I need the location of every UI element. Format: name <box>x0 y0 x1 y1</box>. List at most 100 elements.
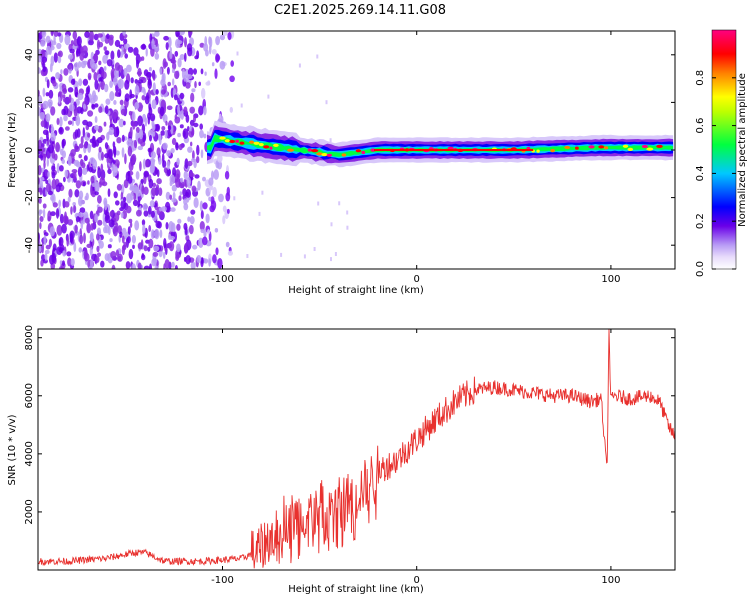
noise-cell <box>346 225 349 230</box>
noise-cell <box>125 261 130 269</box>
noise-cell <box>46 183 51 193</box>
noise-cell <box>150 210 155 218</box>
noise-cell <box>330 222 333 227</box>
signal-peak <box>627 147 634 151</box>
noise-cell <box>87 72 92 80</box>
noise-cell <box>82 167 88 175</box>
signal-peak <box>235 139 240 143</box>
noise-cell <box>52 202 58 208</box>
noise-cell <box>45 244 51 250</box>
noise-cell <box>171 68 176 74</box>
noise-cell <box>184 158 189 170</box>
noise-cell <box>90 232 94 241</box>
noise-cell <box>184 52 187 62</box>
noise-cell <box>38 165 42 176</box>
noise-cell <box>121 134 125 143</box>
noise-cell <box>148 103 152 111</box>
y-tick-label: 6000 <box>24 383 35 408</box>
noise-cell <box>151 99 157 110</box>
noise-cell <box>169 194 173 200</box>
noise-cell <box>51 165 56 172</box>
noise-cell <box>212 186 217 198</box>
noise-cell <box>90 184 93 196</box>
noise-cell <box>202 236 208 246</box>
noise-cell <box>210 200 217 211</box>
noise-cell <box>200 68 204 75</box>
noise-cell <box>155 220 161 229</box>
noise-cell <box>97 194 102 204</box>
noise-cell <box>146 92 149 101</box>
noise-cell <box>45 92 50 97</box>
noise-cell <box>338 201 341 206</box>
noise-cell <box>334 252 337 256</box>
signal-peak <box>341 153 347 157</box>
noise-cell <box>84 247 88 259</box>
noise-cell <box>203 133 207 139</box>
noise-cell <box>94 103 99 108</box>
noise-cell <box>55 208 60 219</box>
noise-cell <box>39 209 43 215</box>
signal-peak <box>326 153 332 157</box>
noise-cell <box>150 46 155 57</box>
noise-cell <box>116 137 122 144</box>
noise-cell <box>58 238 62 247</box>
noise-cell <box>44 252 48 261</box>
noise-cell <box>225 241 230 248</box>
signal-peak <box>253 141 260 145</box>
noise-cell <box>135 171 140 180</box>
noise-cell <box>50 76 56 81</box>
noise-cell <box>79 50 85 61</box>
noise-cell <box>47 99 53 107</box>
noise-cell <box>329 138 332 143</box>
signal-peak <box>564 145 571 150</box>
noise-cell <box>129 221 133 228</box>
noise-cell <box>193 122 199 128</box>
noise-cell <box>158 134 162 145</box>
noise-cell <box>167 81 171 87</box>
noise-cell <box>108 36 114 46</box>
noise-cell <box>58 126 64 135</box>
noise-cell <box>137 79 144 84</box>
noise-cell <box>222 31 228 36</box>
noise-cell <box>68 188 73 198</box>
noise-cell <box>207 229 210 235</box>
noise-cell <box>144 117 148 127</box>
noise-cell <box>147 246 151 252</box>
noise-cell <box>166 66 170 75</box>
noise-cell <box>196 144 200 156</box>
noise-cell <box>227 31 232 41</box>
noise-cell <box>104 214 111 224</box>
signal-peak <box>287 148 294 152</box>
noise-cell <box>63 114 68 122</box>
noise-cell <box>140 44 147 50</box>
noise-cell <box>86 243 92 248</box>
noise-cell <box>74 143 78 152</box>
noise-cell <box>50 106 56 116</box>
noise-cell <box>112 76 118 86</box>
signal-peak <box>622 144 629 148</box>
noise-cell <box>118 118 125 128</box>
noise-cell <box>40 40 46 47</box>
snr-plot-area <box>38 329 675 570</box>
noise-cell <box>191 127 195 136</box>
noise-cell <box>136 209 142 217</box>
noise-cell <box>78 78 83 87</box>
noise-cell <box>135 126 140 134</box>
noise-cell <box>140 178 144 185</box>
noise-cell <box>219 60 226 70</box>
noise-cell <box>184 37 187 48</box>
noise-cell <box>51 171 56 179</box>
noise-cell <box>117 255 122 262</box>
noise-cell <box>128 218 133 223</box>
noise-cell <box>93 52 99 63</box>
noise-cell <box>325 100 328 105</box>
noise-cell <box>330 257 332 262</box>
noise-cell <box>47 216 51 222</box>
noise-cell <box>150 151 156 159</box>
noise-cell <box>187 67 194 76</box>
noise-cell <box>134 220 140 231</box>
y-tick-label: 2000 <box>24 499 35 524</box>
noise-cell <box>125 205 132 214</box>
noise-cell <box>178 195 182 202</box>
